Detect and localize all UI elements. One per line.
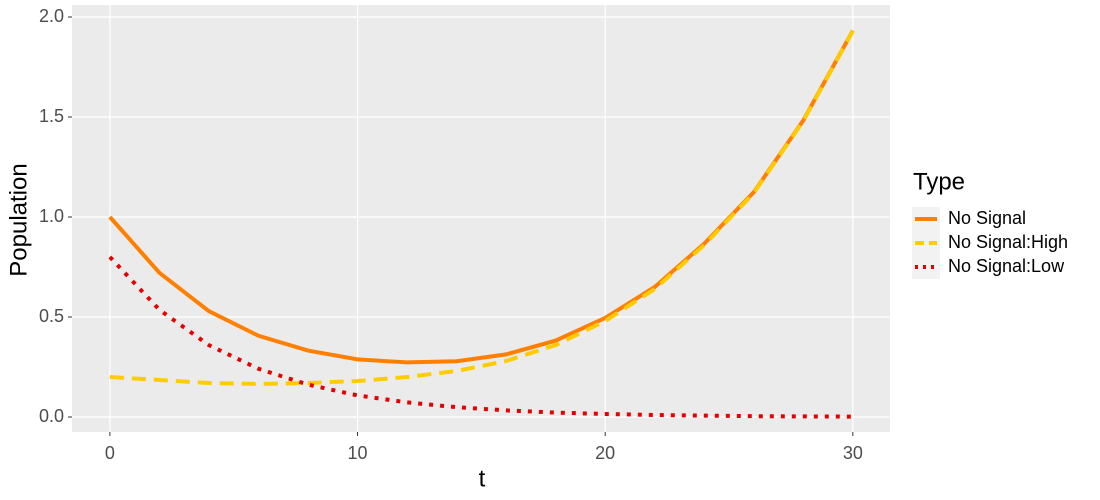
y-tick-label: 0.5 [39,306,64,326]
x-tick-label: 0 [105,443,115,463]
x-tick-label: 20 [595,443,615,463]
plot-panel [72,5,890,432]
x-tick-label: 30 [843,443,863,463]
x-tick-label: 10 [348,443,368,463]
series-line [108,255,853,419]
y-tick-label: 2.0 [39,6,64,26]
y-axis-title: Population [5,163,32,276]
legend-label: No Signal:Low [948,256,1065,276]
series-line [109,30,855,387]
y-tick-label: 0.0 [39,406,64,426]
y-tick-label: 1.5 [39,106,64,126]
legend-label: No Signal [948,208,1026,228]
legend-label: No Signal:High [948,232,1068,252]
x-axis-title: t [479,465,486,492]
legend-title: Type [913,168,965,195]
y-tick-label: 1.0 [39,206,64,226]
